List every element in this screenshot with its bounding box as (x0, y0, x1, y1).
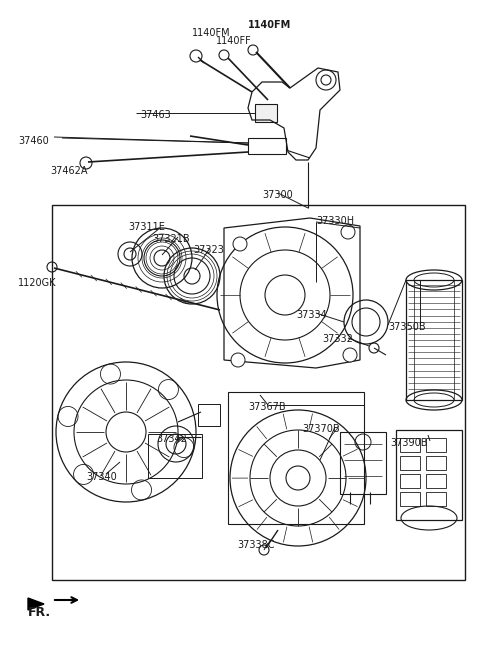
Text: 37321B: 37321B (152, 234, 190, 244)
Bar (396, 430, 462, 520)
Bar (426, 438, 446, 452)
Text: 37460: 37460 (18, 136, 49, 146)
Text: 37300: 37300 (262, 190, 293, 200)
Text: 1120GK: 1120GK (18, 278, 57, 288)
Text: 37338C: 37338C (237, 540, 275, 550)
Text: 37334: 37334 (296, 310, 327, 320)
Circle shape (231, 353, 245, 367)
Text: 37367B: 37367B (248, 402, 286, 412)
Text: 1140FM: 1140FM (192, 28, 230, 38)
Circle shape (341, 225, 355, 239)
Bar (248, 138, 286, 154)
Text: 37332: 37332 (322, 334, 353, 344)
Bar (400, 492, 420, 506)
Text: 1140FM: 1140FM (248, 20, 291, 30)
Text: 37340: 37340 (86, 472, 117, 482)
Bar (400, 456, 420, 470)
Text: 37323: 37323 (193, 245, 224, 255)
Bar (400, 438, 420, 452)
Text: 37350B: 37350B (388, 322, 426, 332)
Text: 37370B: 37370B (302, 424, 340, 434)
Bar (400, 474, 420, 488)
Bar (228, 392, 364, 524)
Text: FR.: FR. (28, 606, 51, 619)
Bar (340, 432, 386, 494)
Bar (426, 456, 446, 470)
Text: 37462A: 37462A (50, 166, 87, 176)
Bar (148, 434, 202, 478)
Text: 1140FF: 1140FF (216, 36, 252, 46)
Bar (406, 280, 462, 400)
Text: 37390B: 37390B (390, 438, 428, 448)
Text: 37463: 37463 (140, 110, 171, 120)
Bar (426, 492, 446, 506)
Bar (52, 205, 465, 580)
Circle shape (233, 237, 247, 251)
Bar (255, 104, 277, 122)
Text: 37311E: 37311E (128, 222, 165, 232)
Text: 37342: 37342 (156, 434, 187, 444)
Polygon shape (28, 598, 44, 610)
Bar (198, 404, 220, 426)
Bar (426, 474, 446, 488)
Circle shape (343, 348, 357, 362)
Text: 37330H: 37330H (316, 216, 354, 226)
